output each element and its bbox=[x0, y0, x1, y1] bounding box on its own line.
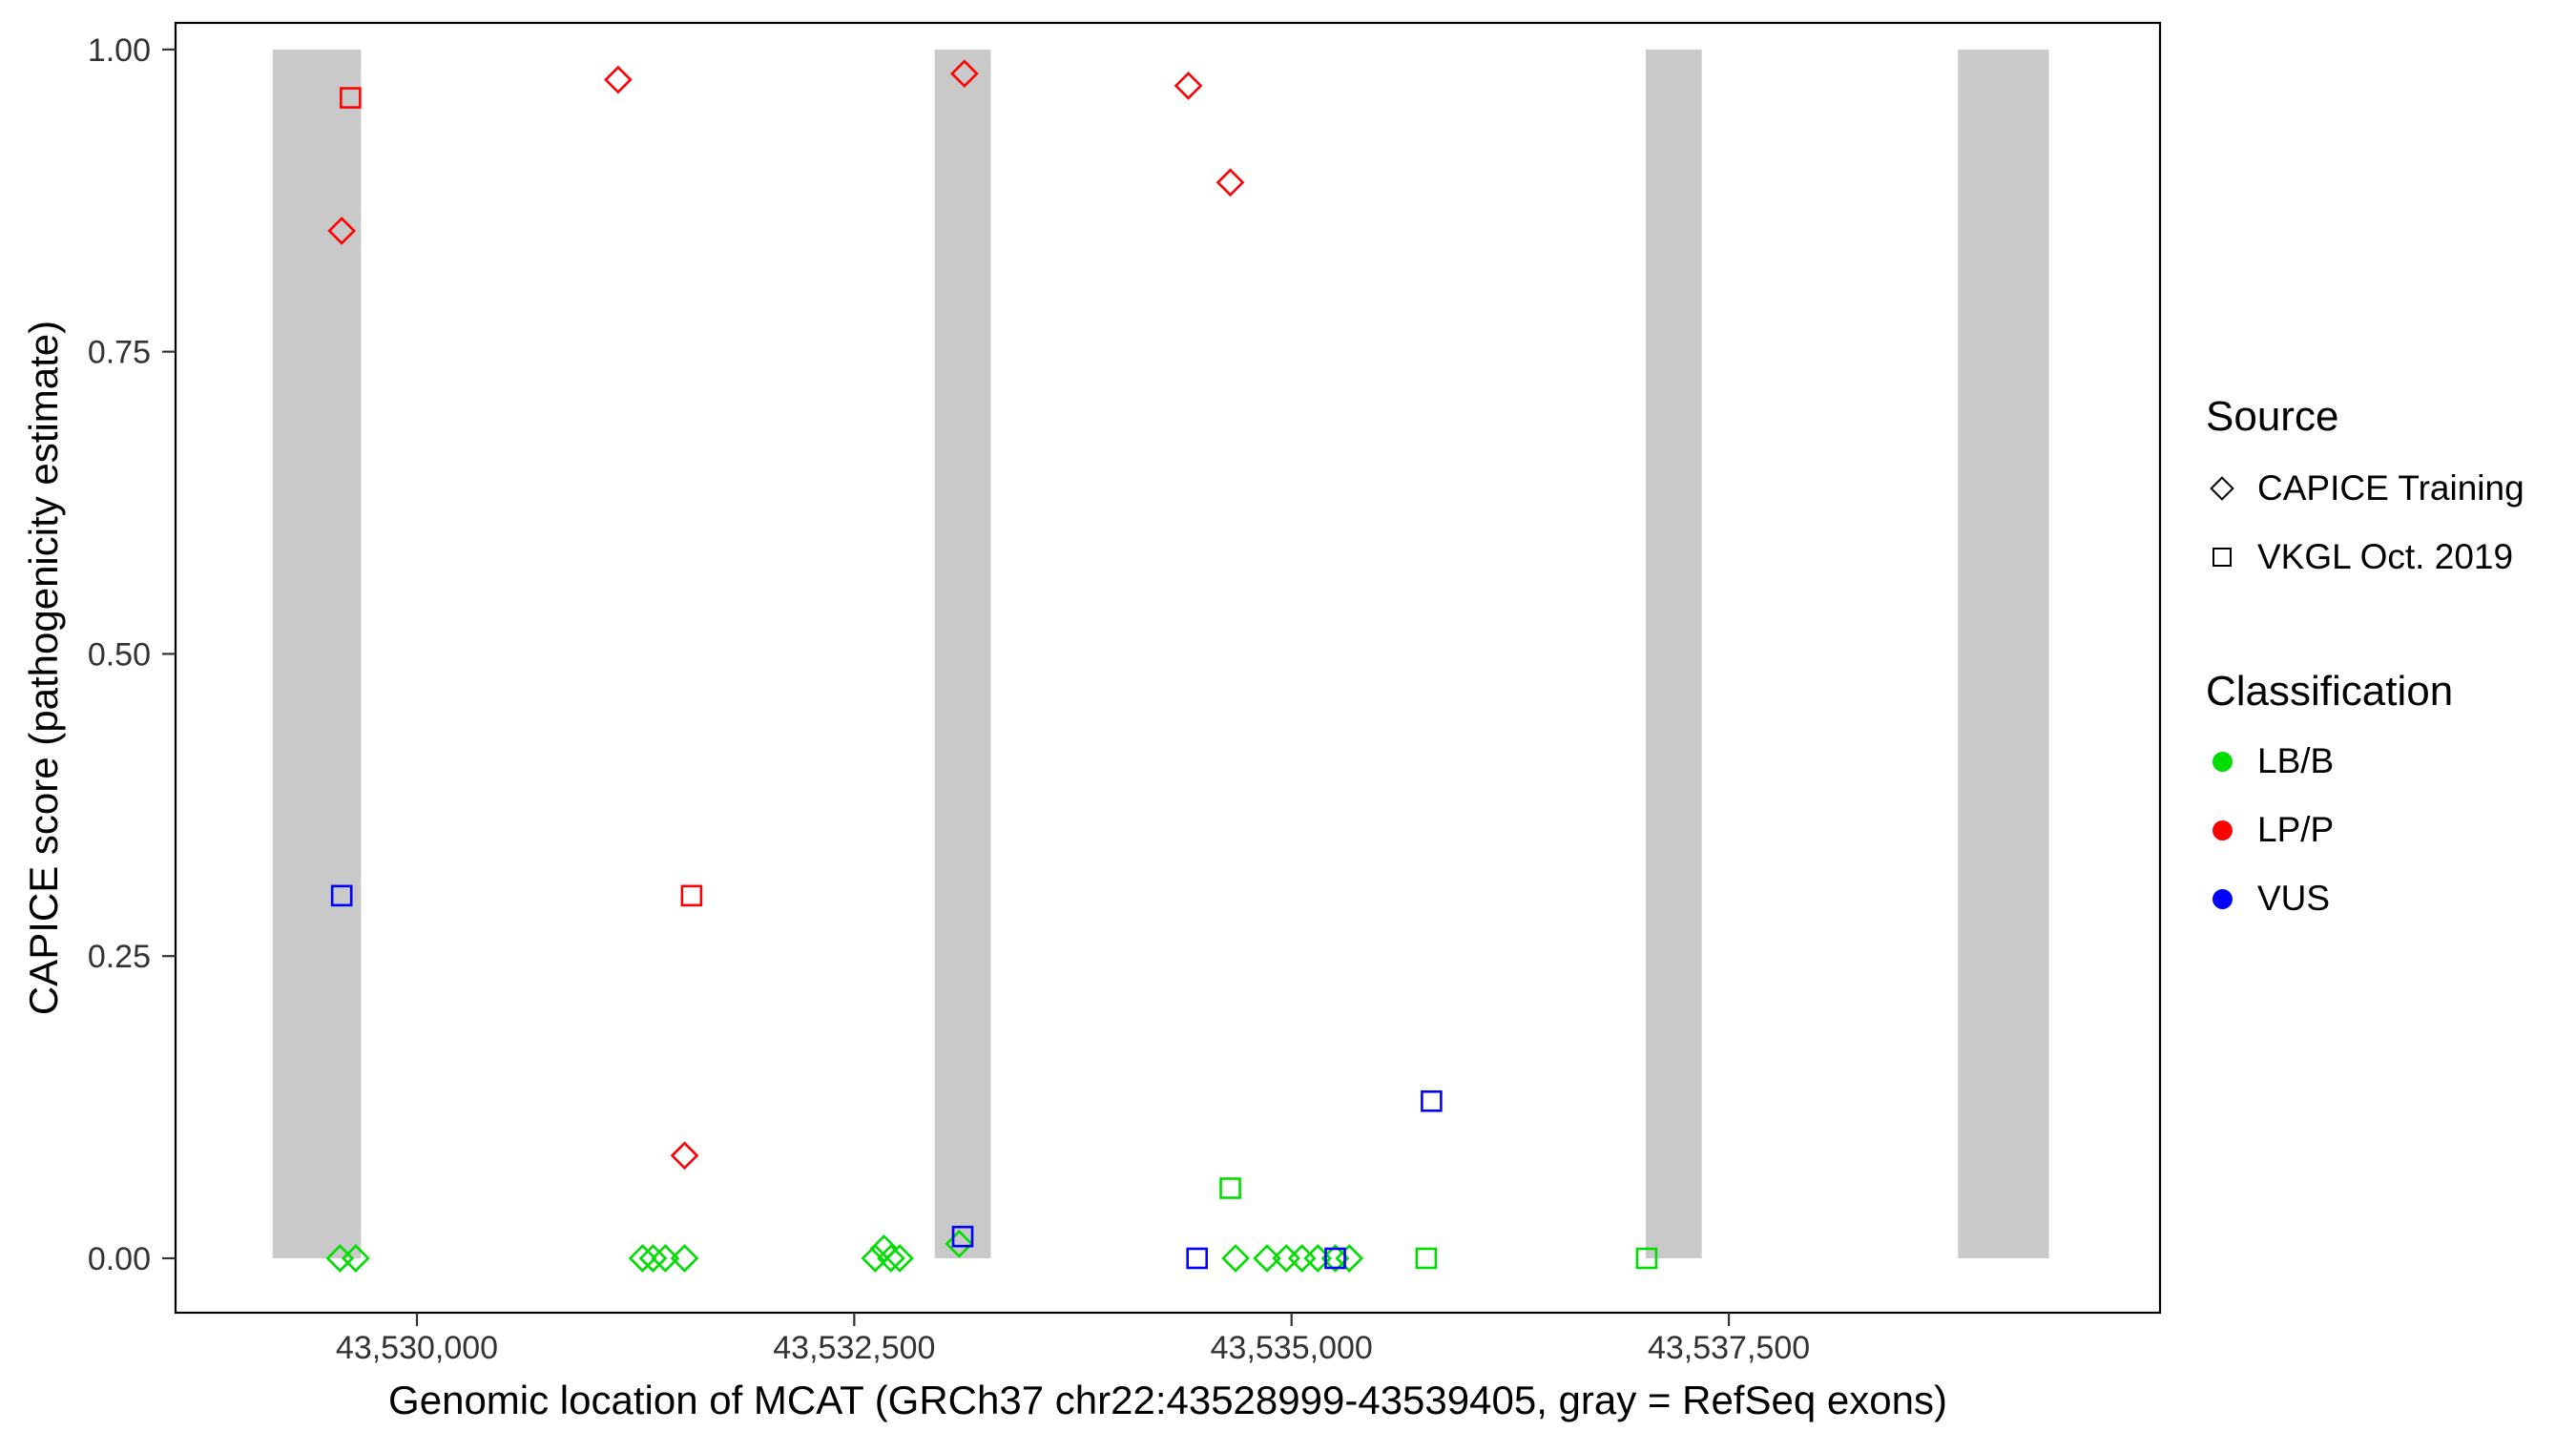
legend-item-capice-training: CAPICE Training bbox=[2208, 464, 2524, 513]
data-point-diamond bbox=[604, 65, 633, 94]
square-icon bbox=[2208, 543, 2236, 571]
legend: Source CAPICE Training VKGL Oct. 2019 Cl… bbox=[2206, 0, 2574, 1431]
data-point-diamond bbox=[869, 1234, 899, 1263]
legend-item-label: LB/B bbox=[2257, 741, 2335, 780]
exon-rect bbox=[934, 49, 991, 1258]
data-point-square bbox=[1421, 1089, 1443, 1112]
blue-dot-icon bbox=[2208, 884, 2236, 913]
data-point-diamond bbox=[1272, 1244, 1301, 1273]
data-point-square bbox=[680, 884, 703, 907]
y-tick-label: 0.25 bbox=[88, 939, 151, 975]
data-point-diamond bbox=[877, 1244, 905, 1273]
data-point-square bbox=[1324, 1247, 1346, 1270]
data-point-square bbox=[1635, 1247, 1658, 1270]
plot-panel-border bbox=[174, 21, 2162, 1315]
legend-item-vkgl: VKGL Oct. 2019 bbox=[2208, 532, 2513, 582]
data-point-diamond bbox=[670, 1244, 699, 1273]
y-tick-label: 0.00 bbox=[88, 1241, 151, 1277]
source-legend-title: Source bbox=[2206, 393, 2339, 440]
exon-rect bbox=[1645, 49, 1702, 1258]
data-point-diamond bbox=[1253, 1244, 1281, 1273]
red-dot-icon bbox=[2208, 816, 2236, 844]
classification-legend-title: Classification bbox=[2206, 668, 2454, 715]
legend-item-lbb: LB/B bbox=[2208, 736, 2334, 786]
legend-item-label: LP/P bbox=[2257, 810, 2335, 849]
y-axis-title: CAPICE score (pathogenicity estimate) bbox=[21, 320, 66, 1016]
data-point-square bbox=[340, 87, 362, 109]
y-tick-label: 0.75 bbox=[88, 335, 151, 371]
legend-item-label: VKGL Oct. 2019 bbox=[2257, 537, 2514, 576]
data-point-diamond bbox=[861, 1244, 890, 1273]
exon-rect bbox=[272, 49, 362, 1258]
data-point-diamond bbox=[628, 1244, 657, 1273]
data-point-diamond bbox=[1174, 72, 1203, 100]
data-point-diamond bbox=[342, 1244, 370, 1273]
x-tick-label: 43,535,000 bbox=[1211, 1330, 1373, 1366]
legend-item-lpp: LP/P bbox=[2208, 805, 2334, 855]
data-point-diamond bbox=[885, 1244, 914, 1273]
data-point-diamond bbox=[638, 1244, 668, 1273]
x-tick-label: 43,530,000 bbox=[336, 1330, 498, 1366]
data-point-diamond bbox=[1287, 1244, 1317, 1273]
data-point-diamond bbox=[1335, 1244, 1364, 1273]
x-axis-title: Genomic location of MCAT (GRCh37 chr22:4… bbox=[388, 1378, 1947, 1422]
y-tick-label: 1.00 bbox=[88, 32, 151, 69]
exon-rect bbox=[1958, 49, 2049, 1258]
data-point-diamond bbox=[670, 1141, 699, 1171]
data-point-square bbox=[1415, 1247, 1438, 1270]
x-tick-label: 43,532,500 bbox=[773, 1330, 935, 1366]
x-tick-label: 43,537,500 bbox=[1648, 1330, 1810, 1366]
data-point-diamond bbox=[950, 59, 979, 89]
data-point-diamond bbox=[945, 1229, 974, 1258]
legend-item-vus: VUS bbox=[2208, 874, 2330, 923]
data-point-square bbox=[1219, 1177, 1241, 1199]
data-point-square bbox=[330, 884, 353, 907]
data-point-diamond bbox=[327, 217, 357, 245]
data-point-diamond bbox=[651, 1244, 680, 1273]
green-dot-icon bbox=[2208, 747, 2236, 776]
data-point-square bbox=[951, 1225, 974, 1248]
data-point-diamond bbox=[1320, 1244, 1350, 1273]
data-point-diamond bbox=[1215, 168, 1245, 197]
y-tick-label: 0.50 bbox=[88, 636, 151, 673]
diamond-icon bbox=[2208, 474, 2236, 503]
data-point-diamond bbox=[1221, 1244, 1250, 1273]
legend-item-label: CAPICE Training bbox=[2257, 468, 2524, 508]
data-point-square bbox=[1186, 1247, 1209, 1270]
legend-item-label: VUS bbox=[2257, 879, 2331, 918]
